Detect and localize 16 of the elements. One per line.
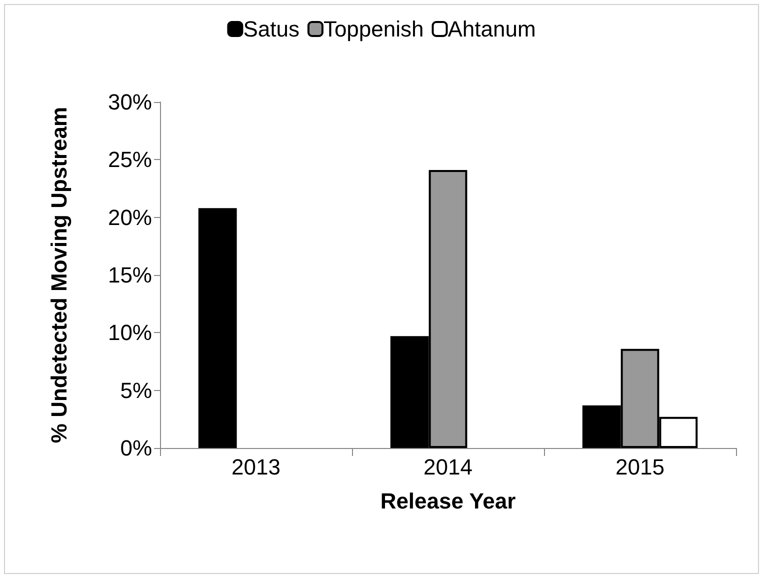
x-tick-label: 2014 [424,454,472,480]
y-axis-title: % Undetected Moving Upstream [46,106,72,444]
legend-label: Toppenish [323,16,424,42]
y-tick-label: 20% [108,204,152,230]
y-tick-label: 10% [108,320,152,346]
legend-label: Satus [243,16,300,42]
x-tick-label: 2015 [616,454,664,480]
y-tick-label: 15% [108,262,152,288]
x-tick-label: 2013 [232,454,280,480]
legend-label: Ahtanum [448,16,536,42]
y-tick-label: 30% [108,90,152,114]
bar [198,208,237,448]
y-tick-label: 5% [120,378,152,403]
x-axis-title: Release Year [380,488,516,514]
y-tick-label: 0% [120,436,152,460]
y-tick-label: 25% [108,147,152,172]
